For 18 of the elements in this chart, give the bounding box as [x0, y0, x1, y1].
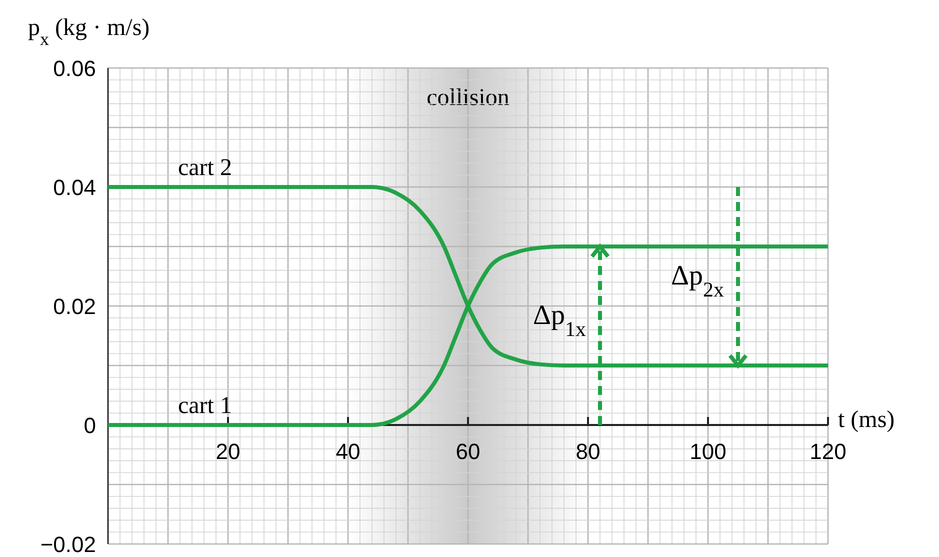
- series-label: cart 2: [178, 155, 232, 181]
- y-tick-label: 0.02: [53, 294, 96, 319]
- x-tick-label: 60: [456, 439, 480, 464]
- y-tick-label: 0.06: [53, 56, 96, 81]
- x-tick-label: 20: [216, 439, 240, 464]
- y-tick-label: 0: [84, 413, 96, 438]
- x-tick-label: 80: [576, 439, 600, 464]
- band-label: collision: [426, 85, 510, 111]
- series-label: cart 1: [178, 393, 232, 419]
- ref-line-label: Δp$_{1x}$: [532, 300, 586, 341]
- ref-line-label: Δp$_{2x}$: [670, 260, 724, 302]
- y-axis-title: p$_{x}$ (kg · m/s): [28, 15, 150, 49]
- x-tick-label: 120: [810, 439, 846, 464]
- y-tick-label: −0.02: [40, 532, 96, 557]
- x-tick-label: 100: [690, 439, 726, 464]
- y-tick-label: 0.04: [53, 175, 96, 200]
- x-tick-label: 40: [336, 439, 360, 464]
- x-axis-title: t (ms): [838, 407, 895, 433]
